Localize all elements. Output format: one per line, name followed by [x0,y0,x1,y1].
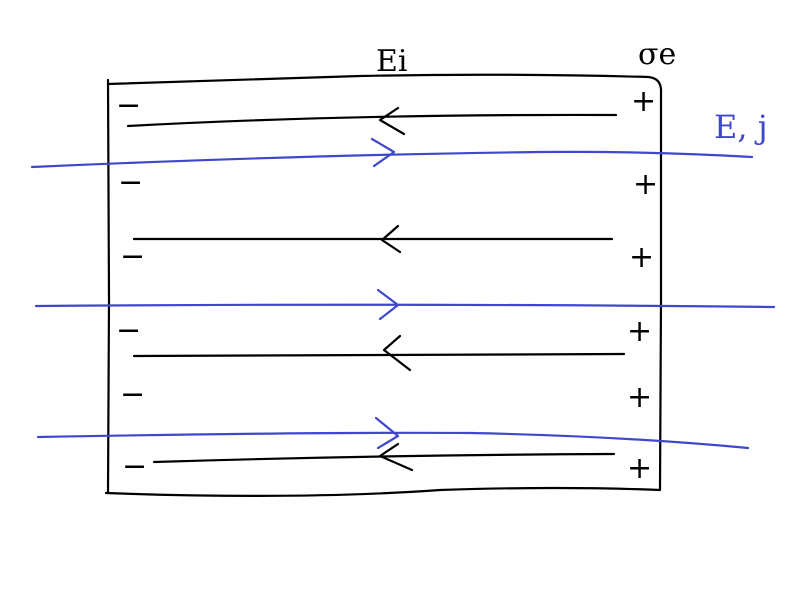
internal-field-lines [126,106,626,472]
external-field-line [34,303,776,309]
surface-charge-label: σe [638,37,676,72]
positive-charge: + [627,314,652,349]
external-field-line [36,431,750,450]
internal-field-label: Ei [376,44,408,79]
internal-field-line [126,113,618,128]
negative-charge: − [122,449,147,484]
external-field-lines [30,137,776,450]
negative-charge: − [116,88,141,123]
negative-charges: − − − − − − [116,88,147,484]
external-field-line [30,150,754,169]
negative-charge: − [120,377,145,412]
internal-field-arrowhead [378,442,414,472]
external-field-arrowhead [376,288,400,321]
internal-field-line [132,352,626,358]
negative-charge: − [118,165,143,200]
external-field-arrowhead [370,137,396,168]
positive-charge: + [631,84,656,119]
positive-charge: + [629,240,654,275]
positive-charge: + [627,380,652,415]
external-field-label: E, j [714,108,768,146]
internal-field-arrowhead [378,106,406,136]
internal-field-arrowhead [380,224,402,254]
positive-charge: + [633,167,658,202]
slab-outline [104,73,663,497]
positive-charge: + [627,451,652,486]
negative-charge: − [120,239,145,274]
external-field-arrowhead [374,416,400,450]
internal-field-line [132,237,614,241]
negative-charge: − [116,313,141,348]
positive-charges: + + + + + + [627,84,658,486]
internal-field-arrowhead [382,334,412,372]
